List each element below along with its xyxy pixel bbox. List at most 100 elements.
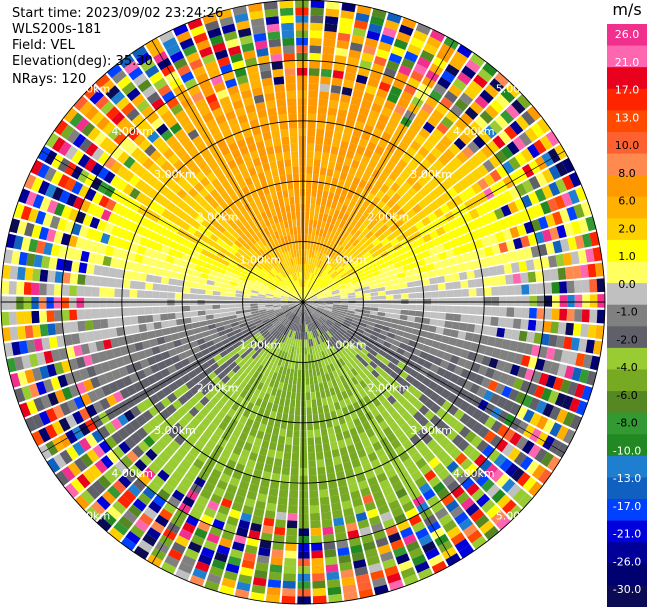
gate-cell-2433 — [298, 551, 310, 559]
gate-cell-241 — [305, 287, 308, 295]
gate-cell-4077 — [58, 141, 72, 157]
gate-cell-1813 — [371, 369, 380, 379]
gate-cell-1228 — [514, 296, 522, 307]
gate-cell-4732 — [290, 204, 296, 213]
gate-cell-2859 — [218, 420, 229, 431]
gate-cell-3043 — [280, 316, 287, 323]
gate-cell-3386 — [107, 359, 118, 371]
gate-cell-4778 — [291, 158, 299, 167]
gate-cell-4485 — [283, 260, 289, 268]
gate-cell-132 — [314, 204, 321, 213]
gate-cell-524 — [321, 272, 328, 279]
gate-cell-3178 — [181, 373, 192, 384]
gate-cell-4260 — [193, 182, 205, 193]
gate-cell-664 — [434, 172, 446, 184]
gate-cell-4066 — [129, 187, 141, 200]
gate-cell-761 — [309, 293, 316, 299]
gate-cell-496 — [371, 196, 381, 206]
gate-cell-1593 — [522, 409, 535, 423]
gate-cell-2069 — [398, 494, 412, 506]
gate-cell-4694 — [282, 189, 289, 199]
gate-cell-494 — [362, 208, 372, 218]
gate-cell-780 — [427, 212, 438, 223]
gate-cell-434 — [425, 69, 440, 83]
gate-cell-1331 — [384, 312, 393, 318]
gate-cell-2072 — [408, 514, 422, 527]
gate-cell-1535 — [405, 345, 415, 354]
gate-cell-636 — [490, 99, 505, 114]
gate-cell-2163 — [309, 323, 314, 331]
gate-cell-2791 — [189, 508, 203, 521]
gate-cell-2496 — [287, 421, 294, 430]
gate-cell-3140 — [172, 388, 184, 399]
gate-cell-844 — [329, 283, 337, 289]
gate-cell-3485 — [258, 307, 266, 311]
gate-cell-364 — [316, 267, 321, 276]
gate-cell-1962 — [310, 314, 316, 322]
gate-cell-2893 — [239, 380, 248, 390]
gate-cell-230 — [355, 74, 368, 85]
gate-cell-2849 — [260, 358, 268, 367]
gate-cell-4710 — [260, 70, 272, 80]
gate-cell-3667 — [91, 286, 100, 297]
gate-cell-2955 — [127, 504, 143, 518]
gate-cell-3568 — [235, 304, 243, 308]
gate-cell-117 — [324, 15, 339, 25]
gate-cell-773 — [383, 242, 393, 251]
gate-cell-3128 — [247, 336, 256, 344]
gate-cell-3276 — [51, 420, 65, 436]
gate-cell-561 — [307, 290, 314, 297]
gate-cell-3282 — [282, 307, 290, 312]
gate-cell-4328 — [261, 246, 269, 255]
gate-cell-2564 — [294, 331, 298, 340]
gate-cell-3900 — [153, 242, 164, 252]
gate-cell-1810 — [355, 353, 364, 362]
gate-cell-650 — [357, 244, 366, 253]
gate-cell-2867 — [184, 470, 197, 483]
gate-cell-4085 — [265, 274, 273, 281]
gate-cell-4511 — [198, 79, 212, 91]
gate-cell-1711 — [489, 434, 503, 448]
gate-cell-435 — [429, 63, 444, 76]
gate-cell-202 — [306, 279, 310, 288]
gate-cell-1837 — [496, 494, 512, 509]
gate-cell-3559 — [2, 327, 12, 342]
gate-cell-790 — [489, 169, 502, 183]
gate-cell-4230 — [133, 133, 146, 147]
gate-cell-2334 — [312, 406, 318, 415]
gate-cell-3226 — [124, 396, 136, 409]
gate-cell-1267 — [506, 307, 515, 318]
gate-cell-3057 — [200, 386, 210, 396]
gate-cell-711 — [480, 145, 494, 159]
gate-cell-3067 — [143, 435, 156, 448]
gate-cell-3763 — [273, 295, 281, 298]
gate-cell-3919 — [18, 188, 31, 204]
gate-cell-4762 — [301, 279, 303, 287]
gate-cell-1386 — [494, 337, 504, 349]
gate-cell-2241 — [304, 309, 307, 317]
gate-cell-595 — [474, 95, 489, 109]
gate-cell-3827 — [97, 243, 108, 255]
gate-cell-1759 — [528, 481, 543, 497]
gate-cell-3978 — [173, 234, 184, 244]
gate-cell-986 — [488, 233, 499, 245]
gate-cell-1115 — [562, 252, 573, 266]
gate-cell-2188 — [364, 501, 377, 512]
gate-cell-1521 — [309, 304, 317, 309]
gate-cell-1564 — [329, 315, 338, 320]
gate-cell-1872 — [461, 477, 475, 491]
gate-cell-3973 — [207, 252, 217, 260]
gate-cell-4749 — [273, 76, 285, 85]
gate-cell-3191 — [97, 425, 111, 439]
gate-cell-4687 — [291, 242, 296, 251]
gate-cell-1809 — [350, 348, 358, 357]
gate-cell-1402 — [317, 305, 326, 309]
gate-cell-3511 — [63, 334, 73, 347]
gate-cell-4745 — [277, 106, 287, 115]
gate-cell-4129 — [243, 253, 252, 261]
gate-cell-4465 — [209, 125, 221, 137]
gate-cell-500 — [388, 171, 399, 182]
gate-cell-4542 — [236, 138, 247, 149]
gate-cell-2318 — [342, 584, 357, 594]
gate-cell-3940 — [156, 234, 167, 245]
